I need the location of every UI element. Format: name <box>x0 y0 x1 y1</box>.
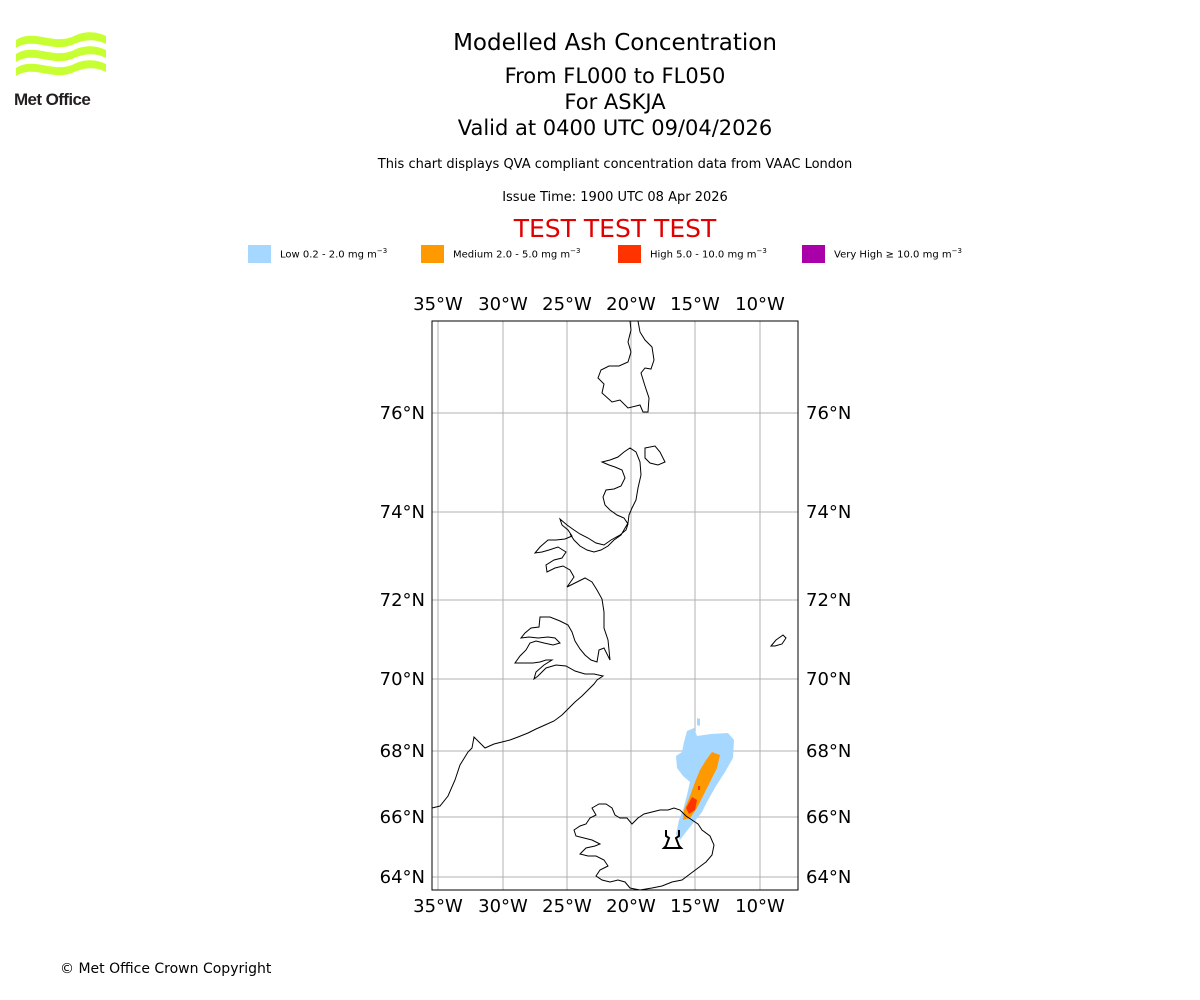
lon-label: 10°W <box>735 294 785 315</box>
legend-unit-medium: −3 <box>570 247 581 256</box>
lon-label: 15°W <box>670 294 720 315</box>
lon-label: 30°W <box>478 294 528 315</box>
lat-label: 76°N <box>380 403 425 424</box>
legend-label-low: Low 0.2 - 2.0 mg m <box>280 249 377 261</box>
lon-label: 35°W <box>413 294 463 315</box>
ash-area-low <box>697 718 700 726</box>
lat-labels-left: 76°N 74°N 72°N 70°N 68°N 66°N 64°N <box>380 403 425 888</box>
lon-label: 15°W <box>670 896 720 917</box>
compliance-note: This chart displays QVA compliant concen… <box>377 157 853 172</box>
lat-label: 72°N <box>380 590 425 611</box>
lat-label: 74°N <box>806 502 851 523</box>
legend-swatch-medium <box>421 245 444 263</box>
lat-label: 68°N <box>380 741 425 762</box>
lon-label: 25°W <box>542 896 592 917</box>
legend-swatch-low <box>248 245 271 263</box>
iceland-coast <box>573 803 715 890</box>
lon-label: 30°W <box>478 896 528 917</box>
lat-label: 70°N <box>380 669 425 690</box>
lat-label: 72°N <box>806 590 851 611</box>
coastlines <box>432 321 787 890</box>
met-office-wave-logo-icon <box>16 32 106 76</box>
lat-label: 70°N <box>806 669 851 690</box>
lon-label: 25°W <box>542 294 592 315</box>
legend-unit-low: −3 <box>376 247 388 256</box>
volcano-name: For ASKJA <box>564 90 666 114</box>
legend-item-low: Low 0.2 - 2.0 mg m−3 <box>248 244 387 264</box>
map-frame <box>431 320 799 891</box>
legend-label-very-high: Very High ≥ 10.0 mg m <box>834 249 952 261</box>
legend-label-medium: Medium 2.0 - 5.0 mg m <box>453 249 571 261</box>
legend-unit-very-high: −3 <box>951 247 962 256</box>
lat-label: 64°N <box>806 867 851 888</box>
legend-item-very-high: Very High ≥ 10.0 mg m−3 <box>802 244 962 264</box>
lat-labels-right: 76°N 74°N 72°N 70°N 68°N 66°N 64°N <box>806 403 851 888</box>
greenland-coast <box>432 447 642 809</box>
chart-title: Modelled Ash Concentration <box>453 30 777 56</box>
map-gridlines <box>432 321 798 890</box>
lon-label: 10°W <box>735 896 785 917</box>
shannon-island <box>644 445 666 466</box>
issue-time: Issue Time: 1900 UTC 08 Apr 2026 <box>502 190 728 205</box>
lat-label: 76°N <box>806 403 851 424</box>
lon-labels-top: 35°W 30°W 25°W 20°W 15°W 10°W <box>413 294 785 315</box>
legend-swatch-high <box>618 245 641 263</box>
logo-text: Met Office <box>14 90 91 109</box>
legend-label-high: High 5.0 - 10.0 mg m <box>650 249 757 261</box>
legend-swatch-very-high <box>802 245 825 263</box>
ash-plume <box>676 718 734 840</box>
lat-label: 66°N <box>380 807 425 828</box>
jan-mayen <box>769 634 787 647</box>
volcano-icon <box>661 830 684 849</box>
lat-label: 64°N <box>380 867 425 888</box>
met-office-logo: Met Office <box>14 30 108 114</box>
legend-item-medium: Medium 2.0 - 5.0 mg m−3 <box>421 244 580 264</box>
greenland-coast-north <box>597 321 655 413</box>
flight-level-range: From FL000 to FL050 <box>504 64 726 88</box>
lat-label: 66°N <box>806 807 851 828</box>
lat-label: 74°N <box>380 502 425 523</box>
test-banner: TEST TEST TEST <box>513 214 717 243</box>
valid-time: Valid at 0400 UTC 09/04/2026 <box>457 116 773 140</box>
ash-area-high <box>698 786 700 790</box>
lon-label: 20°W <box>606 294 656 315</box>
lon-labels-bottom: 35°W 30°W 25°W 20°W 15°W 10°W <box>413 896 785 917</box>
legend-unit-high: −3 <box>756 247 767 256</box>
lon-label: 20°W <box>606 896 656 917</box>
lat-label: 68°N <box>806 741 851 762</box>
ash-area-high <box>686 797 697 814</box>
legend-item-high: High 5.0 - 10.0 mg m−3 <box>618 244 767 264</box>
lon-label: 35°W <box>413 896 463 917</box>
copyright-notice: © Met Office Crown Copyright <box>60 961 272 977</box>
